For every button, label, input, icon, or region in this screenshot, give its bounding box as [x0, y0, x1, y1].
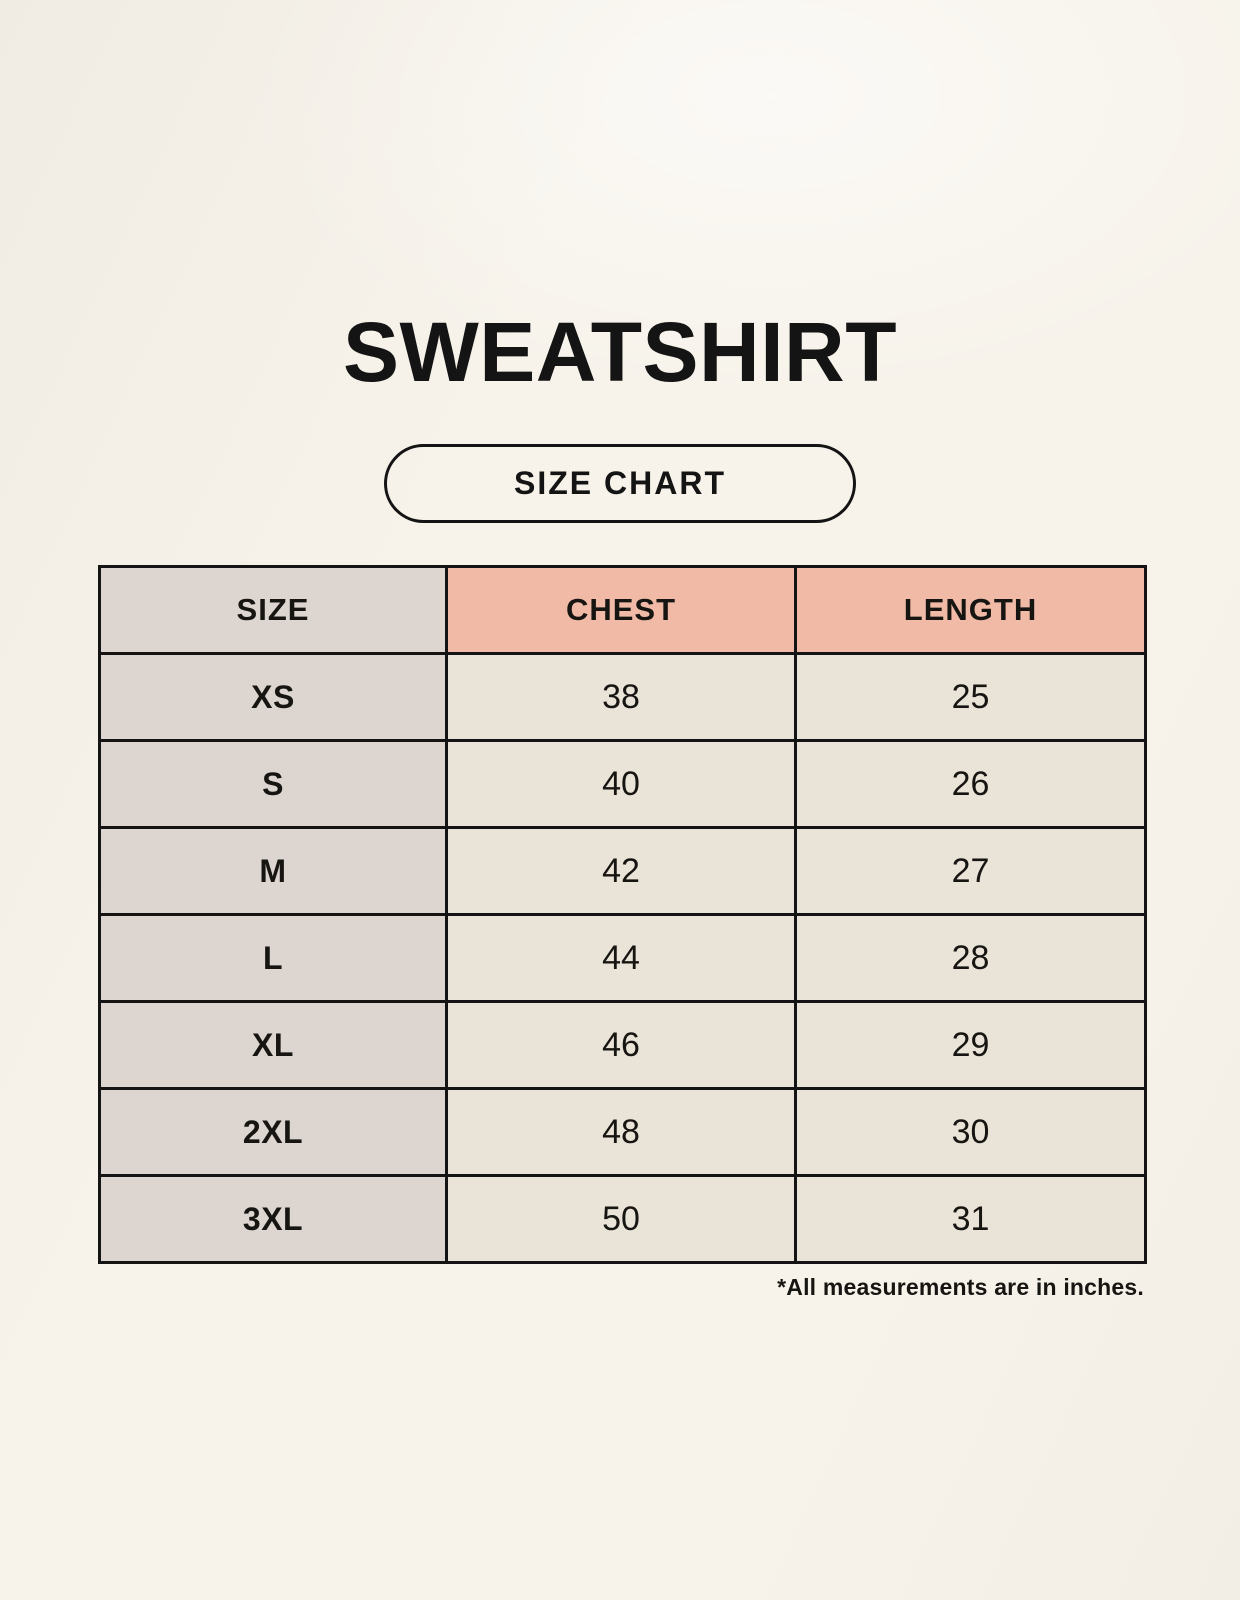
table-row: 3XL 50 31 [98, 1174, 1147, 1264]
chest-cell: 42 [445, 826, 797, 916]
length-cell: 30 [794, 1087, 1147, 1177]
length-cell: 31 [794, 1174, 1147, 1264]
size-cell: XL [98, 1000, 448, 1090]
column-header-chest: CHEST [445, 565, 797, 655]
length-cell: 28 [794, 913, 1147, 1003]
chest-cell: 50 [445, 1174, 797, 1264]
size-cell: 3XL [98, 1174, 448, 1264]
column-header-length: LENGTH [794, 565, 1147, 655]
length-cell: 27 [794, 826, 1147, 916]
column-header-size: SIZE [98, 565, 448, 655]
size-chart-table: SIZE CHEST LENGTH XS 38 25 S 40 26 M 42 … [98, 565, 1147, 1264]
page-title: SWEATSHIRT [342, 305, 898, 399]
size-cell: M [98, 826, 448, 916]
table-row: 2XL 48 30 [98, 1087, 1147, 1177]
table-row: XL 46 29 [98, 1000, 1147, 1090]
table-header-row: SIZE CHEST LENGTH [98, 565, 1147, 655]
length-cell: 26 [794, 739, 1147, 829]
size-chart-button[interactable]: SIZE CHART [384, 444, 856, 523]
table-row: L 44 28 [98, 913, 1147, 1003]
chest-cell: 48 [445, 1087, 797, 1177]
length-cell: 29 [794, 1000, 1147, 1090]
size-cell: S [98, 739, 448, 829]
length-cell: 25 [794, 652, 1147, 742]
measurements-note: *All measurements are in inches. [777, 1274, 1144, 1300]
chest-cell: 40 [445, 739, 797, 829]
size-chart-button-label: SIZE CHART [514, 465, 726, 501]
chest-cell: 46 [445, 1000, 797, 1090]
size-cell: XS [98, 652, 448, 742]
table-row: S 40 26 [98, 739, 1147, 829]
table-row: XS 38 25 [98, 652, 1147, 742]
chest-cell: 44 [445, 913, 797, 1003]
chest-cell: 38 [445, 652, 797, 742]
table-row: M 42 27 [98, 826, 1147, 916]
size-cell: 2XL [98, 1087, 448, 1177]
size-cell: L [98, 913, 448, 1003]
